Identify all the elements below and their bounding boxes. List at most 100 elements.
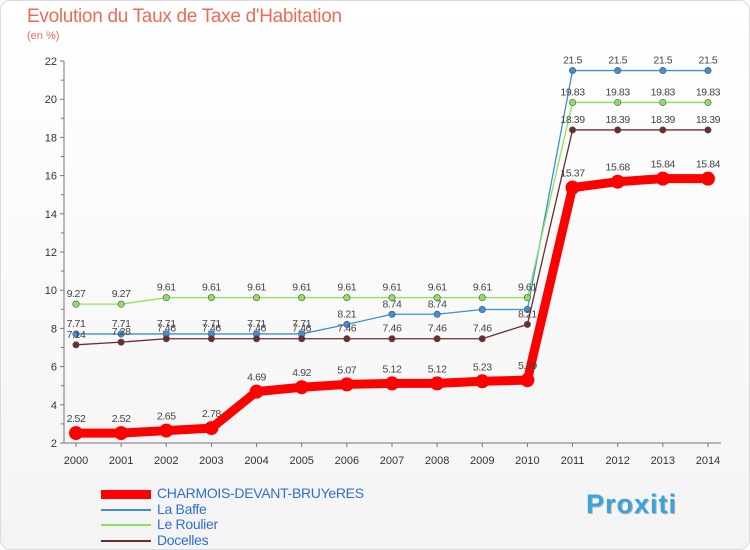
- data-point: [659, 67, 667, 75]
- y-tick-label: 20: [45, 94, 57, 106]
- data-point: [659, 126, 667, 134]
- data-point: [433, 294, 441, 302]
- data-label: 7.46: [247, 323, 266, 335]
- data-point: [298, 335, 306, 343]
- data-label: 21.5: [563, 55, 582, 67]
- data-label: 4.92: [292, 367, 311, 379]
- data-point: [207, 335, 215, 343]
- data-label: 9.61: [337, 282, 356, 294]
- data-label: 8.74: [428, 298, 447, 310]
- data-point: [72, 330, 80, 338]
- data-label: 9.61: [292, 282, 311, 294]
- y-tick-label: 12: [45, 247, 57, 259]
- data-label: 21.5: [608, 55, 627, 67]
- data-point: [700, 171, 715, 186]
- x-tick-label: 2007: [380, 455, 404, 467]
- data-label: 21.5: [699, 55, 718, 67]
- data-label: 7.71: [247, 318, 266, 330]
- data-label: 7.71: [112, 318, 131, 330]
- data-label: 7.46: [292, 323, 311, 335]
- data-label: 15.84: [651, 159, 676, 171]
- x-tick-label: 2011: [561, 455, 585, 467]
- data-point: [523, 294, 531, 302]
- data-point: [388, 310, 396, 318]
- data-label: 18.39: [651, 114, 676, 126]
- y-tick-label: 2: [51, 438, 57, 450]
- data-label: 19.83: [696, 86, 721, 98]
- data-point: [72, 300, 80, 308]
- data-point: [704, 98, 712, 106]
- data-point: [343, 320, 351, 328]
- data-label: 19.83: [606, 86, 631, 98]
- x-tick-label: 2002: [154, 455, 178, 467]
- data-point: [72, 341, 80, 349]
- data-label: 7.71: [202, 318, 221, 330]
- data-point: [655, 171, 670, 186]
- x-tick-label: 2001: [109, 455, 133, 467]
- legend-swatch: [101, 539, 151, 542]
- chart-title: Evolution du Taux de Taxe d'Habitation: [27, 6, 342, 27]
- data-label: 9.27: [112, 288, 131, 300]
- data-point: [478, 294, 486, 302]
- data-point: [117, 338, 125, 346]
- data-point: [117, 330, 125, 338]
- data-point: [523, 320, 531, 328]
- data-point: [204, 421, 219, 436]
- data-point: [114, 426, 129, 441]
- data-point: [162, 294, 170, 302]
- data-point: [614, 126, 622, 134]
- x-tick-label: 2004: [244, 455, 268, 467]
- data-point: [704, 126, 712, 134]
- data-point: [569, 98, 577, 106]
- data-point: [433, 335, 441, 343]
- x-tick-label: 2014: [696, 455, 720, 467]
- data-point: [298, 294, 306, 302]
- data-point: [520, 373, 535, 388]
- x-tick-label: 2010: [515, 455, 539, 467]
- data-label: 9.61: [202, 282, 221, 294]
- data-point: [475, 374, 490, 389]
- data-point: [249, 384, 264, 399]
- legend-swatch: [101, 508, 151, 511]
- data-point: [162, 335, 170, 343]
- series-line: [75, 101, 709, 305]
- x-tick-label: 2005: [289, 455, 313, 467]
- data-point: [207, 294, 215, 302]
- data-point: [343, 335, 351, 343]
- proxiti-logo: Proxiti: [586, 489, 678, 519]
- data-label: 7.46: [202, 323, 221, 335]
- y-tick-label: 16: [45, 171, 57, 183]
- data-point: [569, 126, 577, 134]
- data-point: [565, 180, 580, 195]
- data-point: [388, 335, 396, 343]
- legend-swatch: [101, 489, 151, 499]
- data-point: [610, 174, 625, 189]
- y-tick-label: 8: [51, 323, 57, 335]
- data-label: 9.61: [473, 282, 492, 294]
- data-label: 9.61: [518, 282, 537, 294]
- data-label: 5.07: [337, 364, 356, 376]
- y-tick-label: 6: [51, 362, 57, 374]
- legend-label: CHARMOIS-DEVANT-BRUYeRES: [157, 485, 364, 501]
- legend-label: Docelles: [157, 531, 209, 548]
- data-point: [253, 294, 261, 302]
- data-label: 7.46: [473, 323, 492, 335]
- legend-label: Le Roulier: [157, 516, 218, 532]
- data-point: [253, 335, 261, 343]
- data-point: [659, 98, 667, 106]
- legend-swatch: [101, 524, 151, 526]
- data-label: 7.46: [383, 323, 402, 335]
- data-label: 2.78: [202, 408, 221, 420]
- data-label: 8.74: [383, 298, 402, 310]
- data-point: [294, 380, 309, 395]
- data-label: 4.69: [247, 372, 266, 384]
- data-label: 5.23: [473, 361, 492, 373]
- legend-label: La Baffe: [157, 500, 207, 517]
- y-tick-label: 18: [45, 132, 57, 144]
- data-label: 15.68: [606, 162, 631, 174]
- data-point: [430, 376, 445, 391]
- data-point: [569, 67, 577, 75]
- data-point: [339, 377, 354, 392]
- x-tick-label: 2003: [199, 455, 223, 467]
- data-label: 5.12: [383, 363, 402, 375]
